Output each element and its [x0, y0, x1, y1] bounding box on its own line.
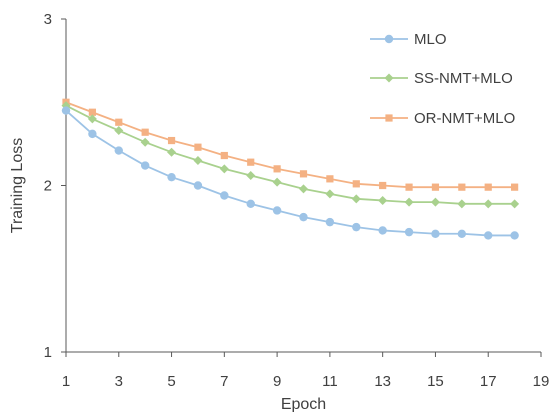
data-point-ss-nmt-mlo [404, 197, 414, 207]
series-or-nmt-mlo [62, 98, 519, 191]
data-point-or-nmt-mlo [115, 118, 123, 126]
data-point-mlo [272, 206, 282, 215]
legend-marker-ss-nmt-mlo [384, 73, 394, 83]
data-point-ss-nmt-mlo [114, 126, 124, 136]
data-point-mlo [404, 227, 414, 237]
data-point-mlo [378, 226, 387, 235]
data-point-or-nmt-mlo [299, 170, 308, 178]
data-point-ss-nmt-mlo [325, 189, 335, 199]
data-point-mlo [352, 222, 361, 232]
data-point-mlo [457, 229, 467, 238]
data-point-ss-nmt-mlo [87, 114, 97, 124]
data-point-or-nmt-mlo [194, 143, 202, 151]
data-point-mlo [167, 172, 176, 182]
data-point-mlo [484, 231, 493, 240]
data-point-ss-nmt-mlo [246, 171, 256, 181]
data-point-or-nmt-mlo [511, 183, 519, 191]
data-point-mlo [220, 191, 229, 200]
y-tick-label: 2 [44, 178, 52, 195]
legend-marker-mlo [384, 34, 394, 44]
legend-item-mlo: MLO [370, 31, 447, 48]
data-point-ss-nmt-mlo [167, 147, 177, 157]
data-point-or-nmt-mlo [352, 180, 360, 188]
y-tick-labels: 1 2 3 [44, 11, 52, 361]
series-line-or-nmt-mlo [65, 101, 515, 189]
data-point-or-nmt-mlo [273, 165, 281, 173]
x-tick-label: 7 [220, 373, 228, 390]
series-line-ss-nmt-mlo [65, 104, 515, 205]
axes [61, 18, 542, 357]
x-tick-label: 19 [533, 373, 550, 390]
x-tick-label: 3 [115, 373, 123, 390]
series-layer [61, 98, 520, 240]
x-tick-label: 5 [167, 373, 175, 390]
data-point-mlo [325, 217, 335, 227]
data-point-ss-nmt-mlo [351, 194, 361, 204]
data-point-ss-nmt-mlo [483, 199, 493, 209]
data-point-ss-nmt-mlo [378, 195, 388, 205]
data-point-ss-nmt-mlo [272, 177, 282, 187]
data-point-ss-nmt-mlo [219, 164, 229, 174]
x-axis-title: Epoch [281, 396, 326, 412]
legend-label-mlo: MLO [414, 31, 447, 48]
data-point-ss-nmt-mlo [430, 197, 440, 207]
data-point-mlo [88, 129, 97, 139]
x-tick-label: 15 [427, 373, 444, 390]
x-tick-label: 1 [62, 373, 70, 390]
series-line-mlo [65, 109, 515, 237]
x-tick-labels: 1 3 5 7 9 11 13 15 17 19 [62, 373, 550, 390]
data-point-ss-nmt-mlo [140, 137, 150, 147]
data-point-or-nmt-mlo [326, 175, 334, 183]
data-point-or-nmt-mlo [431, 183, 440, 191]
legend-item-ss-nmt-mlo: SS-NMT+MLO [370, 70, 513, 87]
x-tick-label: 13 [374, 373, 391, 390]
data-point-or-nmt-mlo [220, 151, 228, 160]
data-point-or-nmt-mlo [167, 136, 176, 145]
y-tick-label: 1 [44, 344, 52, 361]
x-tick-label: 17 [480, 373, 497, 390]
data-point-mlo [299, 212, 308, 222]
x-tick-label: 11 [322, 373, 338, 390]
y-axis-title: Training Loss [9, 138, 26, 233]
data-point-mlo [246, 199, 255, 209]
data-point-ss-nmt-mlo [193, 156, 203, 166]
legend-label-or-nmt-mlo: OR-NMT+MLO [414, 110, 515, 127]
data-point-ss-nmt-mlo [299, 184, 308, 194]
data-point-mlo [140, 161, 150, 170]
data-point-ss-nmt-mlo [510, 199, 520, 209]
data-point-or-nmt-mlo [88, 108, 96, 116]
data-point-or-nmt-mlo [405, 183, 413, 191]
data-point-or-nmt-mlo [247, 158, 255, 166]
data-point-mlo [114, 146, 123, 155]
x-tick-label: 9 [273, 373, 281, 390]
y-tick-label: 3 [44, 11, 52, 28]
data-point-or-nmt-mlo [379, 181, 387, 190]
data-point-mlo [61, 106, 71, 115]
legend-marker-or-nmt-mlo [385, 114, 393, 122]
data-point-mlo [431, 229, 440, 238]
data-point-ss-nmt-mlo [457, 199, 467, 209]
data-point-or-nmt-mlo [458, 183, 466, 191]
series-mlo [61, 106, 519, 240]
data-point-or-nmt-mlo [141, 128, 149, 136]
legend-item-or-nmt-mlo: OR-NMT+MLO [370, 110, 515, 127]
legend-label-ss-nmt-mlo: SS-NMT+MLO [414, 70, 513, 87]
data-point-mlo [510, 231, 519, 240]
data-point-mlo [193, 181, 203, 190]
legend: MLO SS-NMT+MLO OR-NMT+MLO [370, 31, 515, 127]
data-point-or-nmt-mlo [484, 183, 492, 191]
